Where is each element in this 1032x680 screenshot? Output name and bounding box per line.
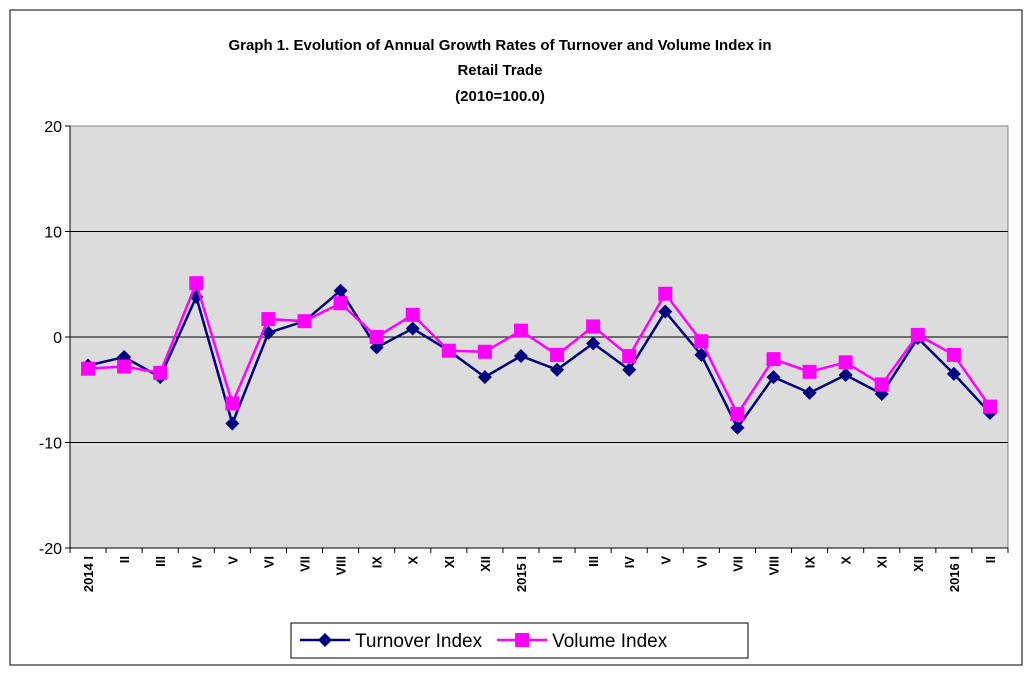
- x-tick-label: II: [550, 556, 565, 563]
- x-tick-label: XI: [875, 556, 890, 568]
- legend-marker: [515, 633, 530, 647]
- marker: [81, 361, 96, 376]
- marker: [333, 283, 348, 298]
- marker: [658, 304, 673, 319]
- x-tick-label: II: [983, 556, 998, 563]
- y-tick-label: 10: [44, 225, 62, 242]
- marker: [405, 321, 420, 336]
- x-tick-label: VI: [694, 556, 709, 568]
- marker: [550, 347, 565, 362]
- marker: [513, 348, 528, 363]
- legend-label: Turnover Index: [355, 631, 483, 652]
- x-tick-label: VI: [261, 556, 276, 568]
- marker: [802, 364, 817, 379]
- marker: [766, 352, 781, 367]
- x-tick-label: VII: [298, 556, 313, 572]
- marker: [730, 420, 745, 435]
- marker: [802, 385, 817, 400]
- marker: [946, 366, 961, 381]
- x-tick-label: IV: [622, 556, 637, 569]
- marker: [153, 365, 168, 380]
- x-tick-label: 2014 I: [81, 556, 96, 592]
- marker: [910, 327, 925, 342]
- x-tick-label: V: [658, 556, 673, 565]
- marker: [405, 307, 420, 322]
- marker: [477, 370, 492, 385]
- x-tick-label: VIII: [767, 556, 782, 576]
- x-tick-label: V: [225, 556, 240, 565]
- marker: [297, 314, 312, 329]
- x-tick-label: XI: [442, 556, 457, 568]
- y-tick-label: 20: [44, 119, 62, 136]
- marker: [586, 336, 601, 351]
- x-tick-label: III: [586, 556, 601, 567]
- marker: [550, 362, 565, 377]
- x-tick-label: X: [406, 556, 421, 565]
- y-tick-label: 0: [53, 330, 62, 347]
- marker: [730, 407, 745, 422]
- marker: [622, 348, 637, 363]
- chart-subtitle: (2010=100.0): [455, 88, 545, 105]
- marker: [694, 347, 709, 362]
- marker: [261, 312, 276, 327]
- marker: [982, 399, 997, 414]
- marker: [441, 343, 456, 358]
- marker: [369, 330, 384, 344]
- marker: [838, 367, 853, 382]
- legend-label: Volume Index: [552, 631, 668, 652]
- x-tick-label: IV: [189, 556, 204, 569]
- legend-marker: [318, 633, 332, 647]
- x-tick-label: VII: [730, 556, 745, 572]
- chart-title: Retail Trade: [457, 62, 542, 79]
- x-tick-label: 2015 I: [514, 556, 529, 592]
- marker: [477, 344, 492, 359]
- marker: [333, 296, 348, 311]
- marker: [838, 355, 853, 370]
- marker: [874, 377, 889, 392]
- x-tick-label: X: [839, 556, 854, 565]
- x-tick-label: IX: [370, 556, 385, 569]
- marker: [694, 334, 709, 349]
- marker: [622, 362, 637, 377]
- marker: [513, 323, 528, 338]
- x-tick-label: II: [117, 556, 132, 563]
- x-tick-label: VIII: [334, 556, 349, 576]
- marker: [225, 396, 240, 411]
- x-tick-label: XII: [478, 556, 493, 572]
- x-tick-label: IX: [803, 556, 818, 569]
- chart-title: Graph 1. Evolution of Annual Growth Rate…: [228, 37, 771, 54]
- marker: [766, 370, 781, 385]
- y-tick-label: -20: [39, 541, 62, 558]
- marker: [117, 359, 132, 374]
- x-tick-label: III: [153, 556, 168, 567]
- legend: Turnover Index Volume Index: [290, 622, 749, 659]
- x-tick-label: XII: [911, 556, 926, 572]
- marker: [189, 276, 204, 291]
- marker: [946, 347, 961, 362]
- marker: [658, 286, 673, 301]
- marker: [369, 340, 384, 355]
- marker: [225, 416, 240, 431]
- marker: [586, 319, 601, 334]
- x-tick-label: 2016 I: [947, 556, 962, 592]
- y-tick-label: -10: [39, 436, 62, 453]
